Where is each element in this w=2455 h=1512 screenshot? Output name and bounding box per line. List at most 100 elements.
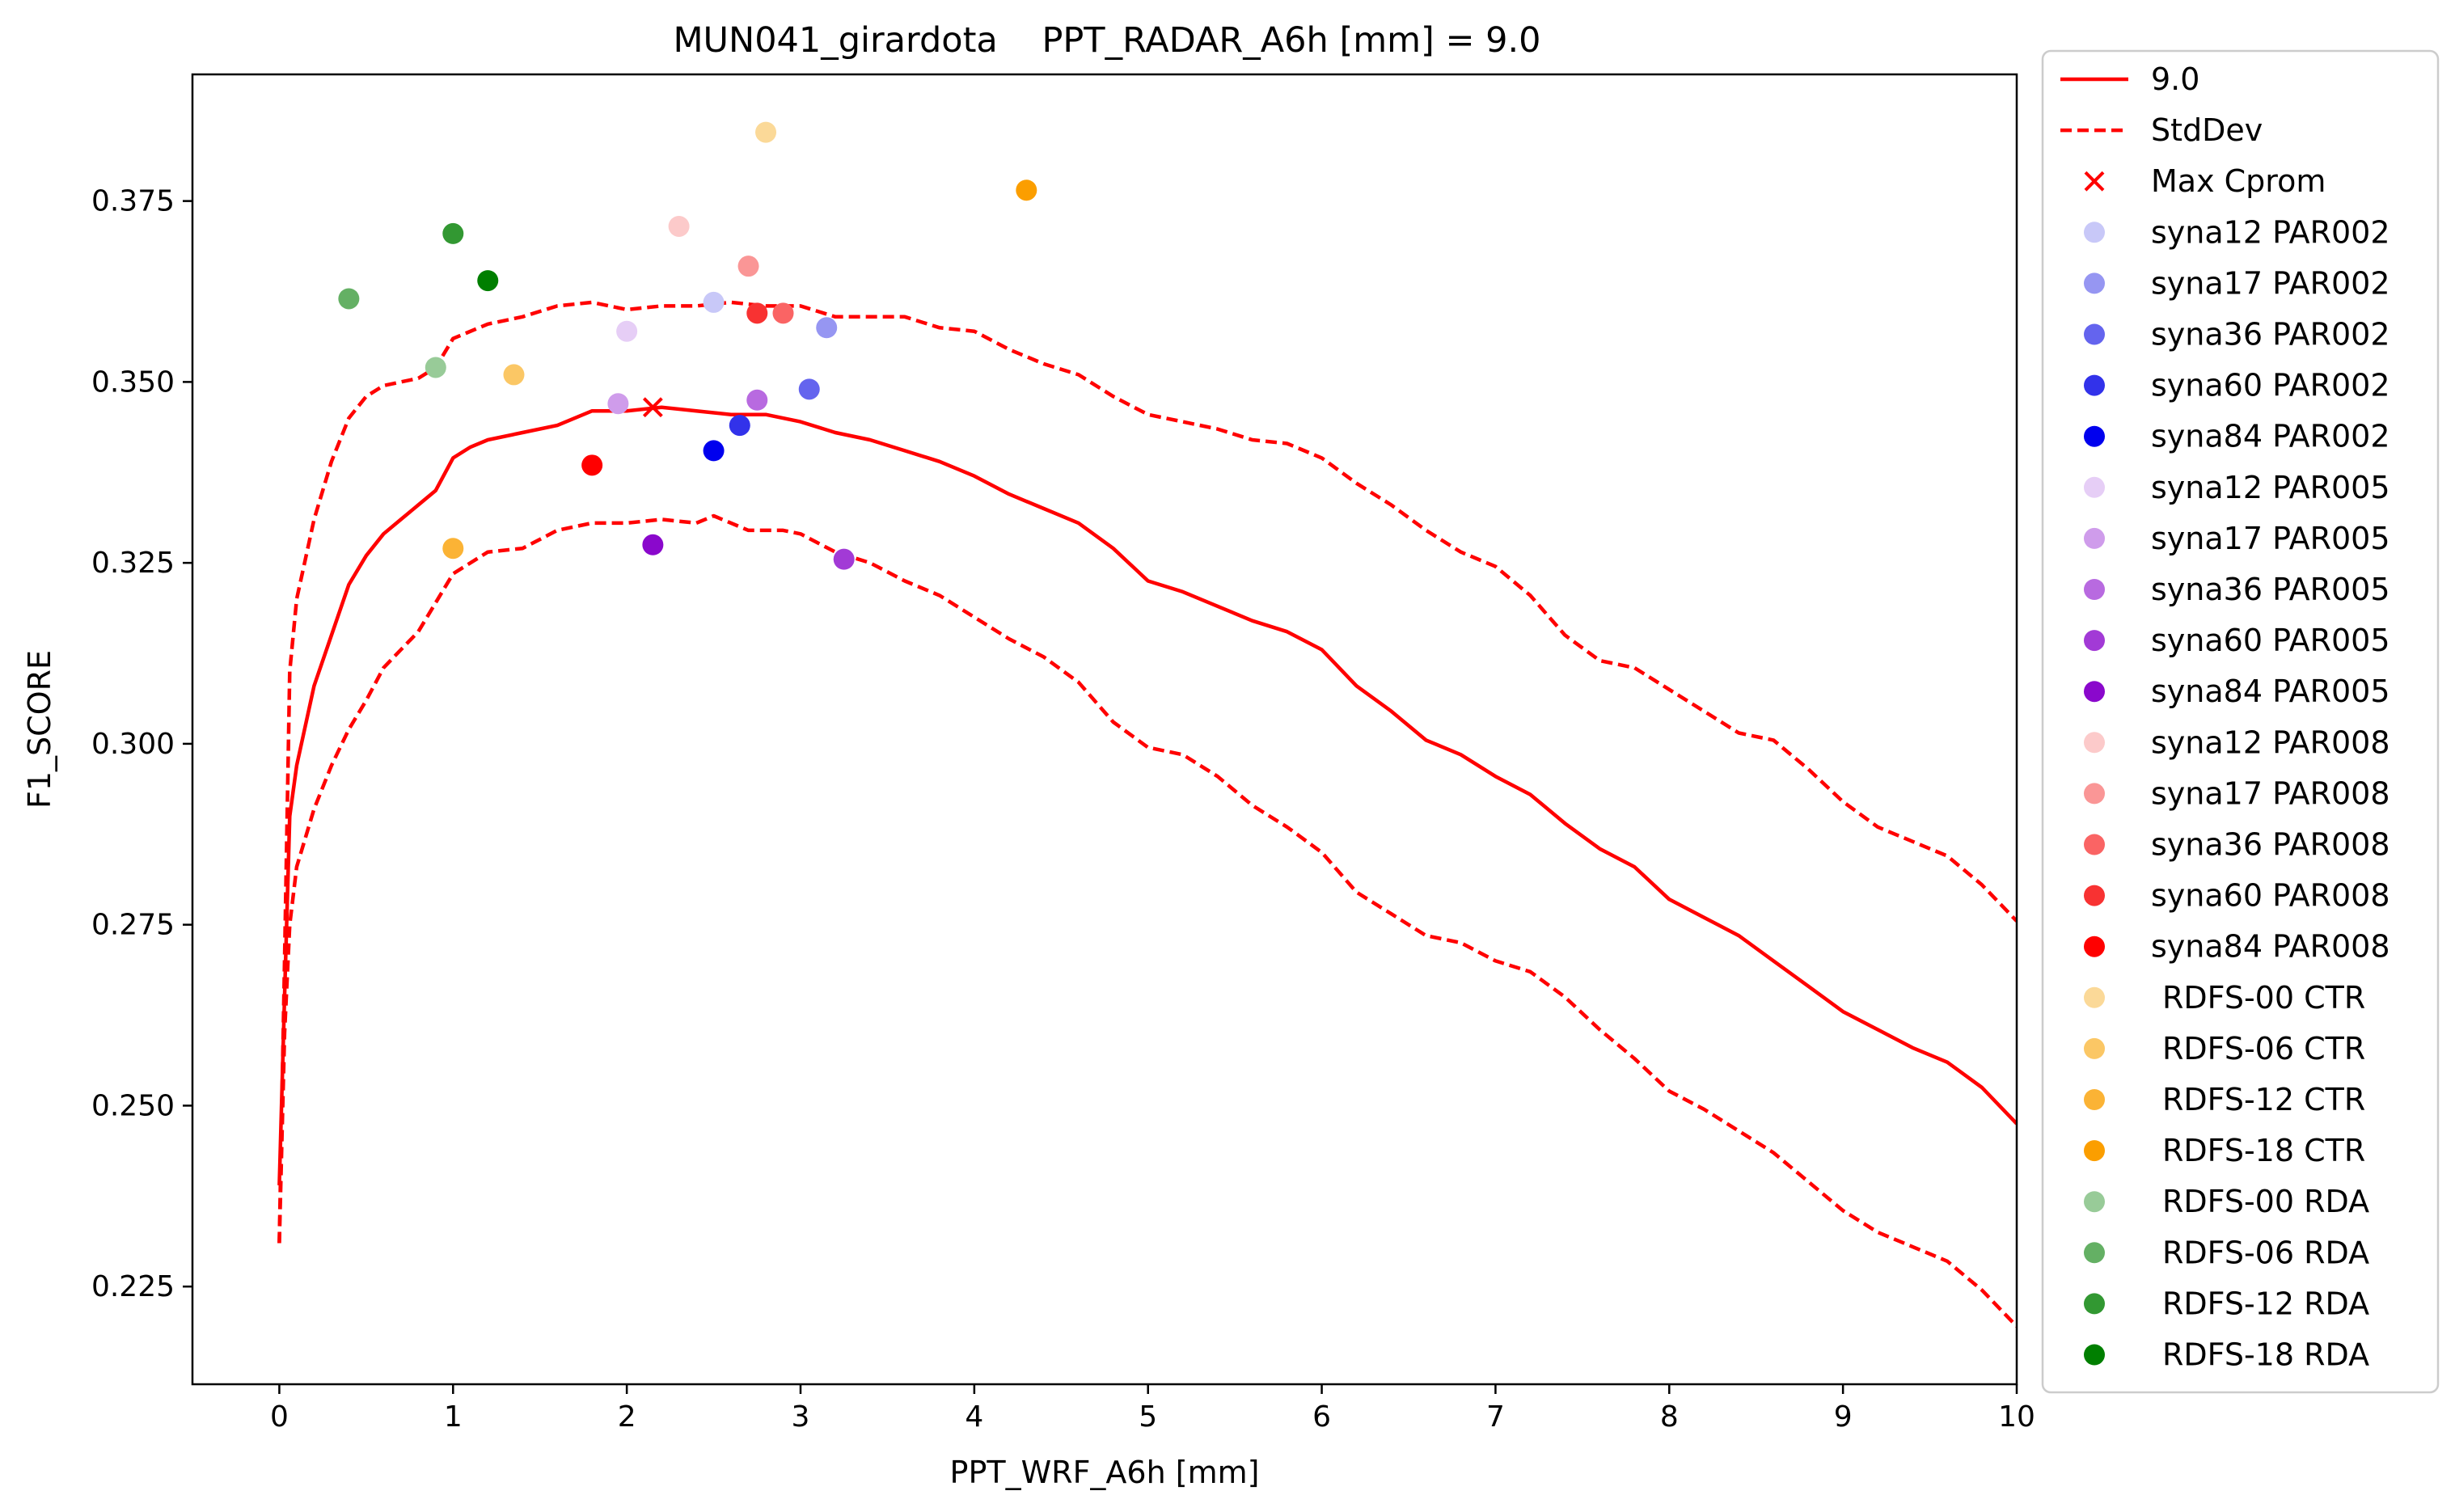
legend-dot-symbol <box>2084 885 2105 906</box>
y-axis: 0.225 0.250 0.275 0.300 0.325 0.350 0.375 <box>91 185 192 1303</box>
y-tick-label: 0.375 <box>91 185 175 218</box>
legend-dot-symbol <box>2084 425 2105 447</box>
y-tick-label: 0.350 <box>91 365 175 399</box>
scatter-point-21 <box>442 222 464 244</box>
scatter-point-8 <box>833 548 855 570</box>
legend-dot-symbol <box>2084 222 2105 243</box>
legend-label: RDFS-06 CTR <box>2162 1031 2365 1066</box>
max-cprom-marker <box>642 397 663 418</box>
x-axis-label: PPT_WRF_A6h [mm] <box>950 1455 1260 1490</box>
scatter-point-7 <box>746 389 768 411</box>
legend-label: syna60 PAR008 <box>2151 878 2390 914</box>
scatter-point-14 <box>581 454 603 476</box>
legend-dot-symbol <box>2084 1089 2105 1110</box>
scatter-point-15 <box>755 121 777 143</box>
scatter-point-2 <box>798 378 820 400</box>
legend-dot-symbol <box>2084 681 2105 703</box>
legend-dot-symbol <box>2084 1191 2105 1213</box>
series-line-2 <box>277 513 2017 1328</box>
legend-frame <box>2041 49 2440 1394</box>
legend-label: syna60 PAR005 <box>2151 623 2390 658</box>
legend-x-symbol <box>2084 171 2105 192</box>
legend-label: RDFS-00 CTR <box>2162 980 2365 1016</box>
legend-dot-symbol <box>2084 323 2105 345</box>
series-line-0 <box>277 405 2017 1185</box>
legend-dot-symbol <box>2084 1140 2105 1162</box>
scatter-point-1 <box>816 317 838 339</box>
legend-dot-symbol <box>2084 1242 2105 1264</box>
x-tick-label: 10 <box>1998 1400 2035 1434</box>
scatter-point-18 <box>1016 179 1037 201</box>
scatter-point-0 <box>703 291 725 313</box>
series-line-1 <box>277 300 2017 1244</box>
x-tick-label: 6 <box>1312 1400 1331 1434</box>
legend-label: StdDev <box>2151 112 2263 148</box>
legend: 9.0 StdDev Max Cprom syna12 PAR002 syna17 PA… <box>2041 49 2440 1394</box>
legend-dot-symbol <box>2084 1293 2105 1315</box>
legend-dot-symbol <box>2084 476 2105 498</box>
y-tick-label: 0.225 <box>91 1270 175 1303</box>
chart-title: MUN041_girardota PPT_RADAR_A6h [mm] = 9.… <box>673 20 1540 61</box>
legend-dot-symbol <box>2084 272 2105 294</box>
legend-label: syna17 PAR002 <box>2151 265 2390 301</box>
scatter-point-5 <box>616 320 638 342</box>
scatter-point-19 <box>425 357 446 378</box>
scatter-point-20 <box>338 288 360 310</box>
scatter-point-3 <box>729 415 750 437</box>
y-tick-label: 0.325 <box>91 547 175 580</box>
y-axis-label: F1_SCORE <box>22 650 57 809</box>
legend-label: syna12 PAR008 <box>2151 724 2390 760</box>
legend-label: syna12 PAR002 <box>2151 214 2390 250</box>
legend-label: syna17 PAR005 <box>2151 521 2390 556</box>
legend-label: syna84 PAR005 <box>2151 674 2390 709</box>
scatter-point-16 <box>503 364 525 386</box>
scatter-point-22 <box>477 270 499 292</box>
legend-label: syna84 PAR008 <box>2151 929 2390 965</box>
plot-frame <box>191 73 2018 1386</box>
legend-dot-symbol <box>2084 1037 2105 1059</box>
plot-area <box>277 121 2017 1328</box>
legend-label: RDFS-06 RDA <box>2162 1235 2369 1270</box>
legend-label: syna60 PAR002 <box>2151 368 2390 403</box>
legend-dot-symbol <box>2084 579 2105 600</box>
legend-dot-symbol <box>2084 732 2105 754</box>
scatter-point-11 <box>737 256 759 277</box>
scatter-point-9 <box>642 534 664 555</box>
x-tick-label: 5 <box>1139 1400 1157 1434</box>
legend-label: Max Cprom <box>2151 163 2326 199</box>
legend-dot-symbol <box>2084 374 2105 396</box>
x-axis: 0 1 2 3 4 5 6 7 8 9 10 <box>270 1384 2035 1434</box>
x-tick-label: 3 <box>792 1400 810 1434</box>
y-tick-label: 0.275 <box>91 909 175 942</box>
legend-dot-symbol <box>2084 986 2105 1008</box>
x-tick-label: 8 <box>1660 1400 1679 1434</box>
legend-label: RDFS-18 RDA <box>2162 1337 2369 1373</box>
scatter-point-17 <box>442 538 464 560</box>
scatter-point-13 <box>746 302 768 324</box>
x-tick-label: 9 <box>1834 1400 1853 1434</box>
scatter-point-6 <box>607 393 629 415</box>
legend-label: syna36 PAR008 <box>2151 827 2390 863</box>
legend-label: RDFS-18 CTR <box>2162 1133 2365 1168</box>
legend-label: RDFS-00 RDA <box>2162 1184 2369 1219</box>
legend-label: syna12 PAR005 <box>2151 470 2390 505</box>
x-tick-label: 7 <box>1486 1400 1505 1434</box>
legend-label: syna84 PAR002 <box>2151 419 2390 454</box>
legend-label: syna36 PAR005 <box>2151 572 2390 607</box>
scatter-point-12 <box>772 302 794 324</box>
scatter-point-10 <box>668 215 690 237</box>
legend-dot-symbol <box>2084 630 2105 652</box>
x-tick-label: 2 <box>618 1400 636 1434</box>
legend-dot-symbol <box>2084 834 2105 855</box>
y-tick-label: 0.300 <box>91 728 175 761</box>
legend-label: syna17 PAR008 <box>2151 775 2390 811</box>
legend-label: syna36 PAR002 <box>2151 317 2390 353</box>
legend-label: RDFS-12 RDA <box>2162 1286 2369 1321</box>
x-tick-label: 4 <box>965 1400 983 1434</box>
legend-label: 9.0 <box>2151 61 2199 97</box>
legend-dot-symbol <box>2084 935 2105 957</box>
legend-dot-symbol <box>2084 783 2105 805</box>
legend-label: RDFS-12 CTR <box>2162 1082 2365 1117</box>
x-tick-label: 1 <box>444 1400 463 1434</box>
